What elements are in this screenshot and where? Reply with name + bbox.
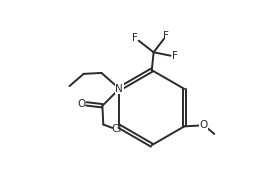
Text: O: O: [199, 120, 207, 130]
Text: F: F: [163, 31, 168, 41]
Text: Cl: Cl: [112, 124, 122, 134]
Text: N: N: [115, 84, 123, 94]
Text: F: F: [132, 33, 138, 43]
Text: O: O: [77, 99, 85, 109]
Text: F: F: [172, 51, 178, 61]
